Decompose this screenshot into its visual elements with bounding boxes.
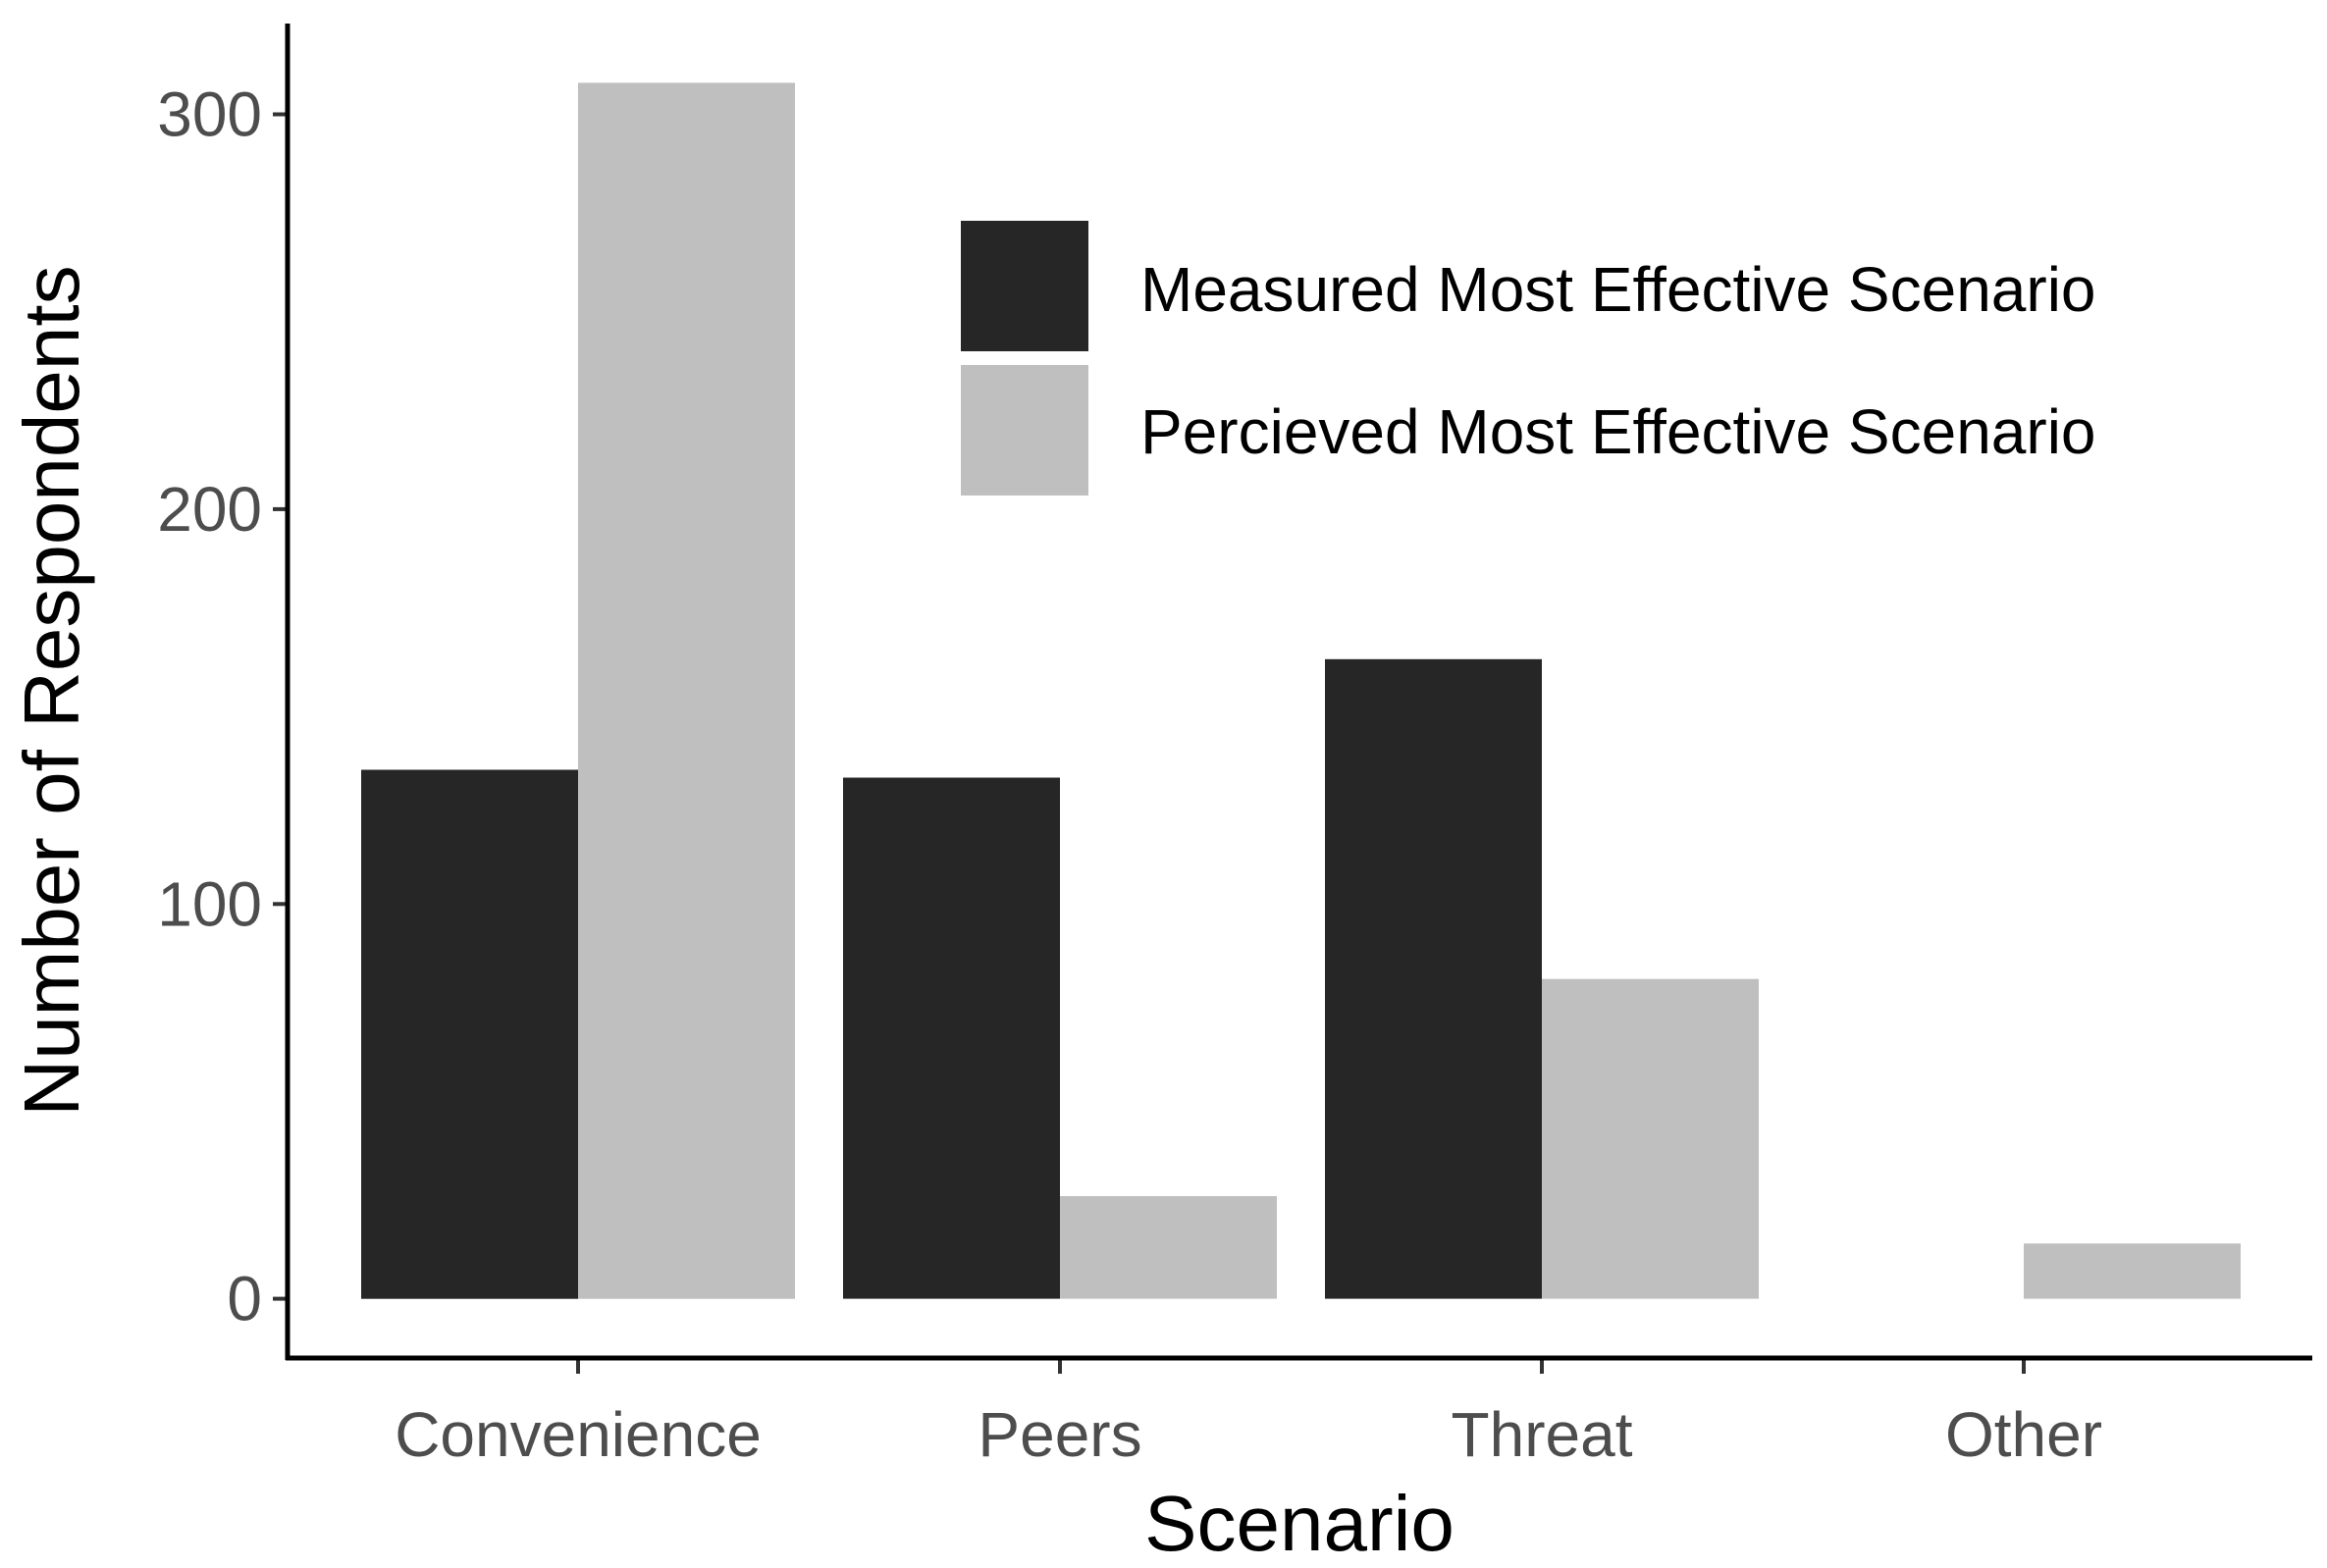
legend-key-percieved — [957, 361, 1092, 499]
bar-peers-percieved — [1060, 1196, 1277, 1299]
bar-peers-measured — [843, 777, 1060, 1299]
bar-other-percieved — [2024, 1243, 2241, 1299]
x-axis-title: Scenario — [1144, 1480, 1454, 1567]
y-tick-label-300: 300 — [157, 79, 262, 150]
legend-label-percieved: Percieved Most Effective Scenario — [1140, 396, 2096, 467]
bar-convenience-percieved — [578, 82, 795, 1299]
legend-label-measured: Measured Most Effective Scenario — [1140, 254, 2096, 325]
bar-convenience-measured — [361, 769, 578, 1299]
y-tick-label-200: 200 — [157, 474, 262, 545]
bar-threat-measured — [1325, 658, 1542, 1299]
legend: Measured Most Effective Scenario Perciev… — [957, 217, 2096, 499]
bars-group — [361, 82, 2241, 1299]
y-axis-title: Number of Respondents — [8, 265, 95, 1116]
y-tick-label-0: 0 — [227, 1264, 262, 1334]
legend-key-measured — [957, 217, 1092, 355]
y-axis-ticks: 0 100 200 300 — [157, 79, 288, 1334]
x-axis-ticks: Convenience Peers Threat Other — [395, 1358, 2102, 1470]
x-tick-label-other: Other — [1945, 1399, 2102, 1470]
x-tick-label-peers: Peers — [978, 1399, 1141, 1470]
bar-threat-percieved — [1542, 978, 1759, 1299]
x-tick-label-threat: Threat — [1452, 1399, 1633, 1470]
y-tick-label-100: 100 — [157, 868, 262, 939]
x-tick-label-convenience: Convenience — [395, 1399, 762, 1470]
